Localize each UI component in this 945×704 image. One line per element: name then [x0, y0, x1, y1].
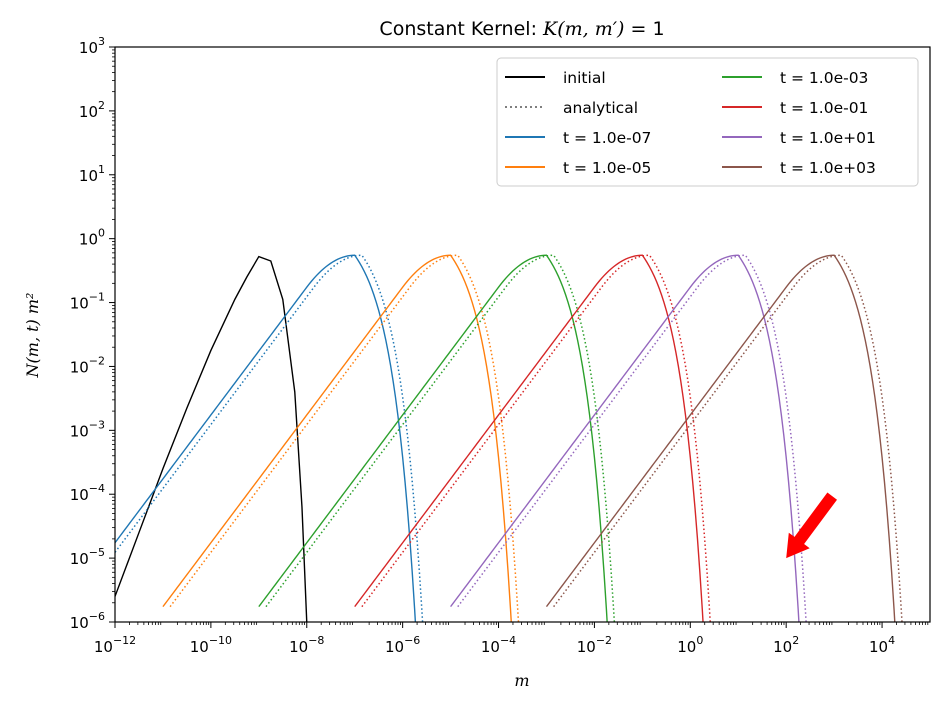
y-tick-label: 103	[79, 35, 105, 57]
x-tick-label: 10−10	[190, 634, 232, 656]
series-line	[115, 254, 417, 622]
ticks-layer: 10−12 10−10 10−8 10−6 10−4 10−2 100 102 104 10−6 1…	[70, 35, 929, 656]
annotation-layer	[786, 492, 837, 559]
series-layer	[115, 254, 903, 622]
legend-box	[496, 57, 919, 187]
series-line	[162, 254, 512, 622]
series-line	[354, 254, 704, 622]
y-tick-label: 10−5	[70, 546, 105, 568]
analytical-curve	[169, 254, 520, 622]
y-tick-label: 10−6	[70, 610, 105, 632]
y-tick-label: 10−3	[70, 418, 105, 440]
chart-title: Constant Kernel: K(m, m′) = 1	[379, 18, 664, 40]
series-line	[115, 255, 308, 622]
y-tick-label: 10−4	[70, 482, 105, 504]
y-tick-label: 102	[79, 99, 105, 121]
x-tick-label: 104	[869, 634, 895, 656]
y-tick-label: 100	[79, 227, 105, 249]
analytical-curve	[361, 254, 711, 622]
y-tick-label: 10−2	[70, 354, 105, 376]
series-line	[450, 254, 800, 622]
legend-label: analytical	[563, 99, 638, 117]
analytical-curve	[553, 254, 903, 622]
legend-label: t = 1.0e+01	[780, 129, 876, 147]
y-tick-label: 101	[79, 163, 105, 185]
legend-label: t = 1.0e-01	[780, 99, 868, 117]
series-line	[545, 254, 896, 622]
x-tick-label: 10−12	[94, 634, 136, 656]
x-tick-label: 100	[677, 634, 703, 656]
y-axis-label: N(m, t) m²	[23, 293, 42, 379]
x-axis-label: m	[514, 671, 529, 690]
legend-label: initial	[563, 69, 606, 87]
analytical-curve	[115, 254, 424, 622]
legend-label: t = 1.0e-03	[780, 69, 868, 87]
series-line	[258, 254, 608, 622]
legend-label: t = 1.0e+03	[780, 159, 876, 177]
y-tick-label: 10−1	[70, 291, 105, 313]
x-tick-label: 10−6	[385, 634, 420, 656]
annotation-arrow	[786, 492, 837, 559]
x-tick-label: 102	[773, 634, 799, 656]
legend: initial analytical t = 1.0e-07 t = 1.0e-05 t…	[496, 57, 919, 187]
legend-label: t = 1.0e-07	[563, 129, 651, 147]
x-tick-label: 10−4	[481, 634, 516, 656]
legend-label: t = 1.0e-05	[563, 159, 651, 177]
x-tick-label: 10−2	[577, 634, 612, 656]
x-tick-label: 10−8	[289, 634, 324, 656]
analytical-curve	[265, 254, 616, 622]
analytical-curve	[457, 254, 807, 622]
plot-frame	[114, 46, 931, 623]
